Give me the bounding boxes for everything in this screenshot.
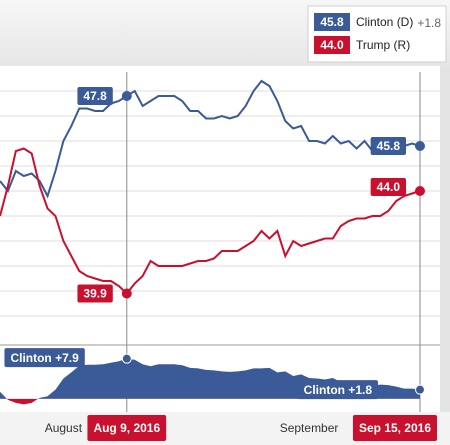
legend-name: Trump (R) — [356, 38, 410, 52]
value-label-group: 39.9 — [77, 284, 113, 303]
crosshair-label-group: Aug 9, 2016 — [87, 415, 167, 441]
value-label-group: 47.8 — [77, 87, 113, 105]
crosshair-label: Sep 15, 2016 — [359, 421, 431, 435]
legend: 45.8 Clinton (D) +1.8 44.0 Trump (R) — [307, 5, 447, 63]
value-label-box — [370, 137, 406, 155]
spread-label-group: Clinton +7.9 — [4, 348, 85, 368]
legend-change: +1.8 — [417, 16, 441, 30]
legend-value: 45.8 — [320, 15, 344, 29]
spread-label: Clinton +1.8 — [304, 383, 373, 397]
value-label-box — [77, 284, 113, 303]
crosshair-label-group: Sep 15, 2016 — [352, 415, 437, 441]
legend-name: Clinton (D) — [356, 15, 413, 29]
value-label-box — [77, 87, 113, 105]
crosshair-label: Aug 9, 2016 — [93, 421, 160, 435]
value-label: 39.9 — [83, 287, 107, 301]
value-label-box — [370, 178, 406, 196]
legend-swatch — [314, 36, 350, 54]
point-marker — [415, 141, 425, 151]
point-marker — [121, 288, 132, 299]
value-label-group: 44.0 — [370, 178, 406, 196]
legend-swatch — [314, 13, 350, 31]
point-marker — [121, 91, 132, 101]
crosshair-label-box — [87, 415, 167, 441]
point-marker — [415, 186, 425, 196]
value-label: 44.0 — [377, 180, 401, 194]
right-strip — [440, 66, 450, 412]
legend-value: 44.0 — [320, 38, 344, 52]
value-label: 47.8 — [83, 89, 107, 103]
spread-marker — [415, 384, 425, 395]
value-label: 45.8 — [377, 139, 401, 153]
spread-label-group: Clinton +1.8 — [297, 380, 378, 400]
x-tick-label: August — [45, 421, 83, 435]
x-tick-label: September — [280, 421, 339, 435]
spread-marker — [121, 353, 132, 364]
value-label-group: 45.8 — [370, 137, 406, 155]
spread-label-box — [297, 380, 378, 400]
series-line — [0, 79, 421, 199]
series-line — [0, 147, 421, 295]
crosshair-label-box — [352, 415, 437, 441]
spread-label-box — [4, 348, 85, 368]
spread-area-negative — [6, 398, 39, 405]
marks: 47.8 45.8 39.9 44.0 Clinton +7.9 Clinton +1.8 — [0, 79, 425, 405]
spread-label: Clinton +7.9 — [10, 351, 79, 365]
